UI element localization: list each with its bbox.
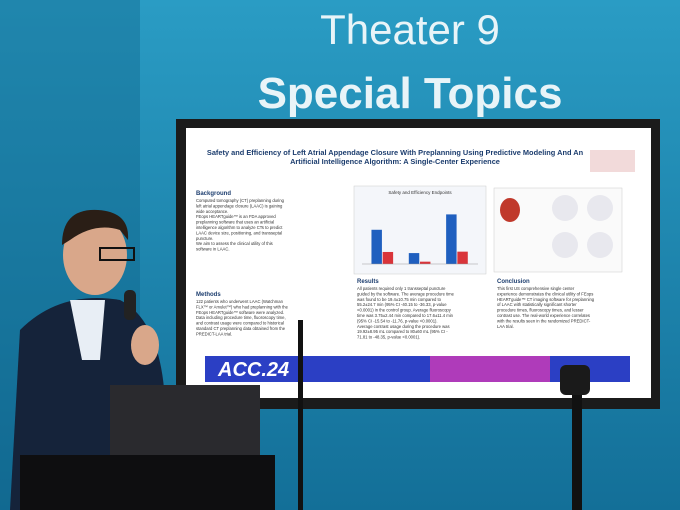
mic-stand (298, 320, 303, 510)
section-line: FEops HEARTguide™ software were analyzed… (196, 310, 284, 315)
chart-title: Safety and Efficiency Endpoints (388, 190, 452, 195)
section-line: HEARTguide™ CT imaging software for prep… (497, 297, 595, 302)
section-heading: Results (357, 279, 379, 285)
section-heading: Conclusion (497, 279, 530, 285)
section-line: 71.81 to -48.35, p-value <0.0001). (357, 335, 420, 340)
section-line: preplanning software that uses an artifi… (196, 220, 274, 225)
banner (205, 356, 630, 382)
section-line: intelligence algorithm to analyze CTs to… (196, 225, 283, 230)
section-line: PREDICT-LAA trial. (196, 331, 232, 336)
section-line: 55.2±24.7 min (95% CI -40.15 to -36.33, … (357, 302, 447, 307)
poster-title: Safety and Efficiency of Left Atrial App… (206, 148, 584, 167)
section-line: FLX™ or Amulet™) who had preplanning wit… (196, 304, 289, 309)
section-line: Computed tomography (CT) preplanning dur… (196, 198, 285, 203)
section-line: Average contrast usage during the proced… (357, 324, 450, 329)
figure-circle (587, 195, 613, 221)
section-line: LAA trial. (497, 324, 514, 329)
section-line: <0.0001) in the control group. Average f… (357, 308, 452, 313)
section-line: All patients required only 1 transseptal… (357, 286, 446, 291)
section-line: (95% CI -15.54 to -11.76, p-value <0.000… (357, 318, 438, 323)
section-line: of LAAC with statistically significant s… (497, 302, 577, 307)
section-line: FEops HEARTguide™ is an FDA approved (196, 214, 276, 219)
poster-title-box: Safety and Efficiency of Left Atrial App… (206, 148, 584, 167)
section-line: We aim to assess the clinical utility of… (196, 241, 273, 246)
section-line: procedure times, fluoroscopy times, and … (497, 308, 584, 313)
section-line: LAAC device size, positioning, and trans… (196, 230, 282, 235)
section-line: wide acceptance. (196, 209, 228, 214)
section-line: Data including procedure time, fluorosco… (196, 315, 286, 320)
logo (590, 150, 635, 172)
figure-circle (552, 195, 578, 221)
section-heading: Background (196, 191, 231, 197)
section-line: standard CT preplanning data obtained fr… (196, 326, 286, 331)
laptop (110, 385, 260, 460)
camera-stand (572, 370, 582, 510)
section-line: 122 patients who underwent LAAC (Watchma… (196, 299, 284, 304)
section-line: with the results seen in the randomized … (497, 318, 591, 323)
bar (382, 251, 394, 264)
section-line: This first US comprehensive single cente… (497, 286, 575, 291)
section-line: software in LAAC. (196, 247, 230, 252)
section-line: was found to be 19.4±10.75 min compared … (357, 297, 442, 302)
section-line: experience demonstrates the clinical uti… (497, 291, 593, 296)
section-heading: Methods (196, 292, 221, 298)
banner-accent (430, 356, 550, 382)
camera (560, 365, 590, 395)
section-line: and contrast usage were compared to hist… (196, 321, 284, 326)
speaker-face (63, 215, 127, 295)
speaker-shirt (70, 300, 105, 360)
speaker-hand (131, 325, 159, 365)
banner-text: ACC.24 (217, 359, 289, 381)
speaker-hair (62, 209, 129, 245)
bar (408, 253, 420, 264)
microphone (124, 290, 136, 320)
section-line: 19.92±8.95 mL compared to 80±60 mL (95% … (357, 329, 448, 334)
section-line: puncture. (196, 236, 213, 241)
figure-circle (587, 232, 613, 258)
bar (446, 214, 457, 264)
section-line: guided by the software. The average proc… (357, 291, 455, 296)
figure-circle (552, 232, 578, 258)
heart-icon (500, 198, 520, 222)
glasses (99, 247, 135, 261)
section-line: time was 3.75±2.44 min compared to 17.6±… (357, 313, 454, 318)
sign-line2: Special Topics (258, 69, 563, 118)
bar (371, 229, 382, 264)
bar (457, 251, 468, 264)
chart (362, 214, 478, 265)
section-line: left atrial appendage closure (LAAC) is … (196, 203, 283, 208)
section-line: contrast use. The real-world experience … (497, 313, 590, 318)
bar (420, 261, 431, 264)
sign-line1: Theater 9 (320, 6, 500, 53)
podium (20, 455, 275, 510)
